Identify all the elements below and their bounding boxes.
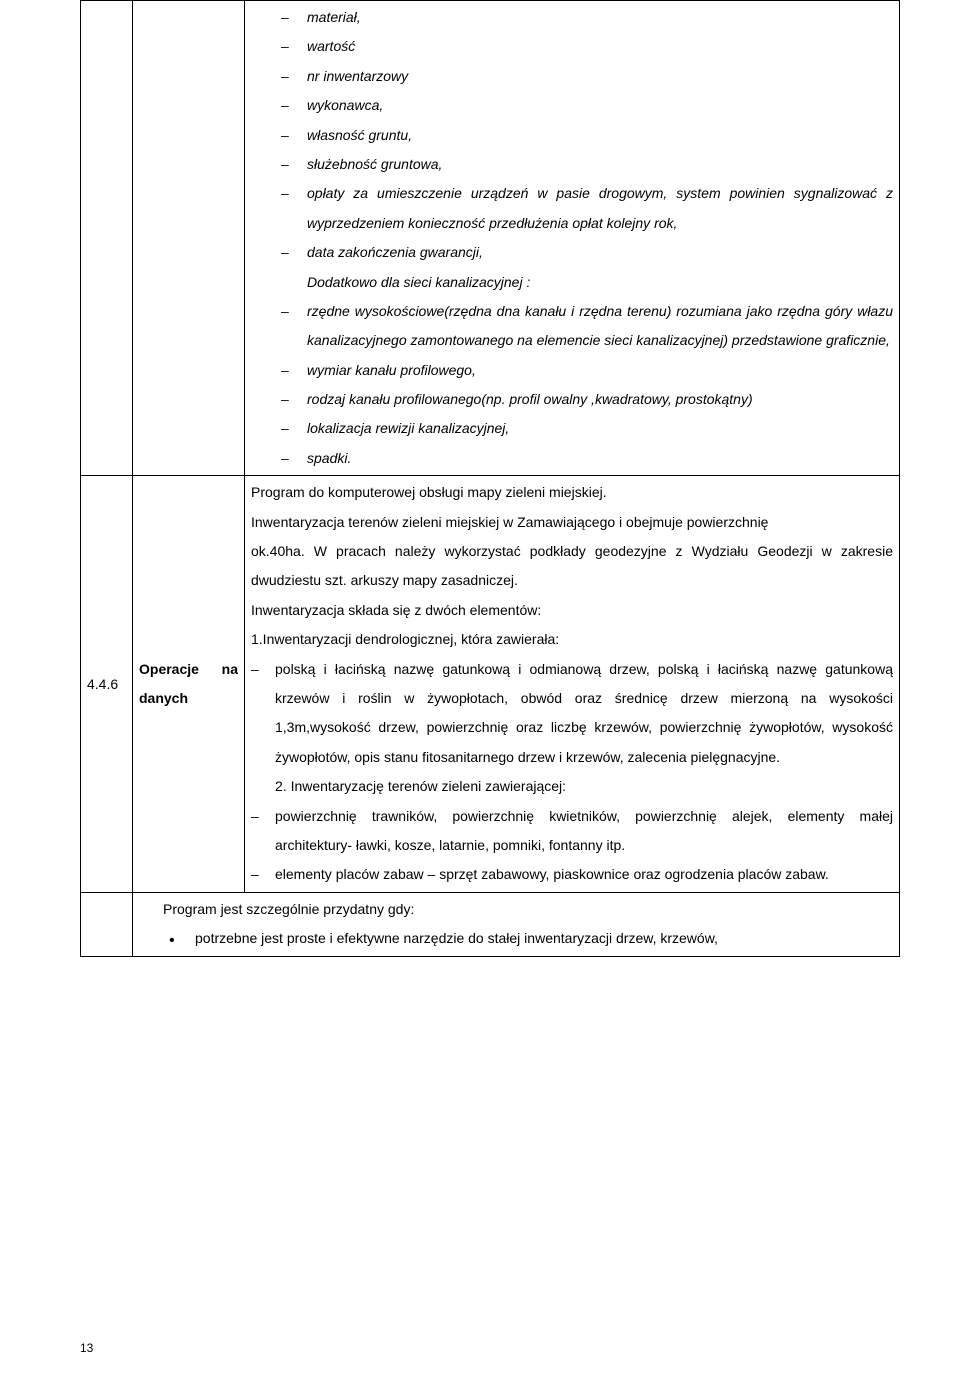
list-item: rodzaj kanału profilowanego(np. profil o… [281, 385, 893, 414]
list-text: polską i łacińską nazwę gatunkową i odmi… [275, 661, 893, 765]
list-item: powierzchnię trawników, powierzchnię kwi… [251, 802, 893, 861]
page-number: 13 [80, 1341, 93, 1355]
list-item: własność gruntu, [281, 121, 893, 150]
paragraph: 1.Inwentaryzacji dendrologicznej, która … [251, 625, 893, 654]
list-item: data zakończenia gwarancji, [281, 238, 893, 267]
section-label: Operacje na danych [139, 655, 238, 714]
list-item: wartość [281, 32, 893, 61]
bullet-list: potrzebne jest proste i efektywne narzęd… [139, 924, 893, 953]
list-item: lokalizacja rewizji kanalizacyjnej, [281, 414, 893, 443]
section-number: 4.4.6 [87, 676, 118, 692]
cell-content-1: materiał, wartość nr inwentarzowy wykona… [245, 1, 900, 476]
cell-label: Operacje na danych [133, 476, 245, 892]
list-item: materiał, [281, 3, 893, 32]
paragraph: 2. Inwentaryzację terenów zieleni zawier… [275, 772, 893, 801]
list-item: rzędne wysokościowe(rzędna dna kanału i … [281, 297, 893, 356]
list-item: wymiar kanału profilowego, [281, 356, 893, 385]
paragraph: ok.40ha. W pracach należy wykorzystać po… [251, 537, 893, 596]
cell-number-empty [81, 1, 133, 476]
cell-number: 4.4.6 [81, 476, 133, 892]
list-item: opłaty za umieszczenie urządzeń w pasie … [281, 179, 893, 238]
cell-label-empty [133, 1, 245, 476]
table-row: Program jest szczególnie przydatny gdy: … [81, 892, 900, 956]
list-item: elementy placów zabaw – sprzęt zabawowy,… [251, 860, 893, 889]
dash-list-sub: rzędne wysokościowe(rzędna dna kanału i … [251, 297, 893, 473]
list-item: spadki. [281, 444, 893, 473]
nested-dash-list: polską i łacińską nazwę gatunkową i odmi… [251, 655, 893, 890]
paragraph: Inwentaryzacja składa się z dwóch elemen… [251, 596, 893, 625]
sub-heading: Dodatkowo dla sieci kanalizacyjnej : [251, 268, 893, 297]
list-item: polską i łacińską nazwę gatunkową i odmi… [251, 655, 893, 802]
dash-list-main: materiał, wartość nr inwentarzowy wykona… [251, 3, 893, 268]
paragraph-lead: Program jest szczególnie przydatny gdy: [139, 895, 893, 924]
list-item: potrzebne jest proste i efektywne narzęd… [169, 924, 893, 953]
cell-number-empty [81, 892, 133, 956]
table-row: 4.4.6 Operacje na danych Program do komp… [81, 476, 900, 892]
table-row: materiał, wartość nr inwentarzowy wykona… [81, 1, 900, 476]
cell-content-3: Program jest szczególnie przydatny gdy: … [133, 892, 900, 956]
spec-table: materiał, wartość nr inwentarzowy wykona… [80, 0, 900, 957]
cell-content-2: Program do komputerowej obsługi mapy zie… [245, 476, 900, 892]
list-item: nr inwentarzowy [281, 62, 893, 91]
list-item: wykonawca, [281, 91, 893, 120]
paragraph: Program do komputerowej obsługi mapy zie… [251, 478, 893, 507]
paragraph: Inwentaryzacja terenów zieleni miejskiej… [251, 508, 893, 537]
list-item: służebność gruntowa, [281, 150, 893, 179]
